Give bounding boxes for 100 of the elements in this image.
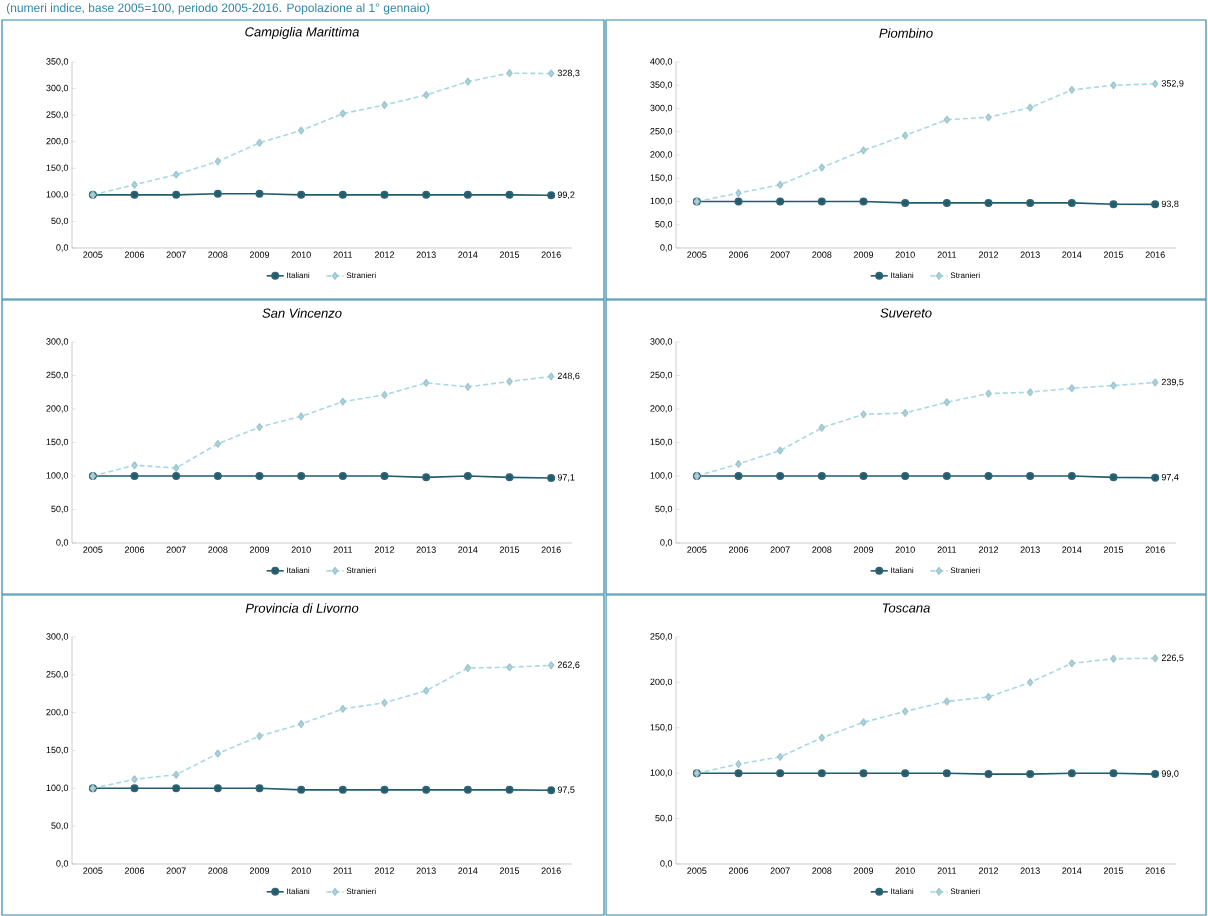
y-tick-label: 50,0 [655,814,673,823]
x-tick-label: 2015 [1103,867,1124,874]
y-tick-label: 250,0 [650,633,673,641]
x-tick-label: 2009 [853,251,874,258]
data-label: 93,8 [1161,200,1179,209]
legend-label: Stranieri [346,888,376,895]
y-tick-label: 100,0 [46,472,69,480]
x-tick-label: 2014 [458,546,478,553]
x-tick-label: 2005 [83,546,103,553]
x-tick-label: 2006 [124,251,145,258]
y-tick-label: 50,0 [51,217,69,226]
x-tick-label: 2016 [1145,867,1165,874]
x-tick-label: 2008 [208,251,228,258]
legend-label: Italiani [891,567,914,574]
y-tick-label: 100,0 [46,191,69,199]
y-tick-label: 300,0 [650,104,673,113]
data-label: 328,3 [557,69,580,78]
x-tick-label: 2012 [978,867,999,874]
x-tick-label: 2010 [291,251,311,258]
data-label: 99,2 [557,191,575,199]
legend-label: Stranieri [950,888,980,895]
data-label: 97,4 [1161,474,1179,482]
x-tick-label: 2010 [895,546,915,553]
x-tick-label: 2014 [458,251,478,258]
y-tick-label: 200,0 [650,151,673,159]
y-tick-label: 200,0 [46,405,69,413]
y-tick-label: 0,0 [660,860,673,868]
x-tick-label: 2014 [458,867,478,874]
legend-label: Italiani [287,567,310,574]
x-tick-label: 2013 [416,251,436,258]
legend-label: Stranieri [346,272,376,279]
x-tick-label: 2012 [978,251,999,258]
x-tick-label: 2015 [1103,251,1124,258]
x-tick-label: 2014 [1062,546,1082,553]
y-tick-label: 300,0 [46,338,69,346]
x-tick-label: 2011 [333,251,353,258]
legend-label: Italiani [891,888,914,895]
y-tick-label: 300,0 [650,338,673,346]
x-tick-label: 2015 [1103,546,1124,553]
data-label: 352,9 [1161,80,1184,88]
x-tick-label: 2014 [1062,867,1082,874]
y-tick-label: 150,0 [46,438,69,447]
y-tick-label: 150,0 [650,438,673,447]
chart-title: Suvereto [880,308,932,318]
x-tick-label: 2008 [208,867,228,874]
x-tick-label: 2013 [1020,867,1040,874]
x-tick-label: 2005 [687,546,707,553]
y-tick-label: 0,0 [56,539,69,547]
data-label: 97,1 [557,474,575,482]
y-tick-label: 50,0 [655,221,673,229]
y-tick-label: 0,0 [660,244,673,252]
y-tick-label: 0,0 [56,244,69,252]
x-tick-label: 2006 [124,867,145,874]
y-tick-label: 400,0 [650,58,673,66]
x-tick-label: 2016 [541,546,561,553]
legend-label: Italiani [287,272,310,279]
y-tick-label: 150,0 [650,174,673,182]
x-tick-label: 2011 [937,867,957,874]
y-tick-label: 150,0 [46,164,69,172]
y-tick-label: 200,0 [650,678,673,687]
x-tick-label: 2006 [728,546,749,553]
data-label: 97,5 [557,786,575,794]
x-tick-label: 2013 [1020,546,1040,553]
chart-subtitle: (numeri indice, base 2005=100, periodo 2005-2016. Popolazione al 1° gennaio) [6,3,430,15]
y-tick-label: 200,0 [46,137,69,146]
x-tick-label: 2010 [291,867,311,874]
x-tick-label: 2012 [374,251,395,258]
x-tick-label: 2008 [208,546,228,553]
data-label: 239,5 [1161,378,1184,387]
x-tick-label: 2010 [895,867,915,874]
y-tick-label: 250,0 [46,371,69,380]
y-tick-label: 200,0 [46,708,69,717]
chart-title: Provincia di Livorno [245,603,359,613]
y-tick-label: 250,0 [46,111,69,119]
x-tick-label: 2013 [1020,251,1040,258]
x-tick-label: 2015 [499,251,520,258]
x-tick-label: 2005 [687,251,707,258]
x-tick-label: 2005 [83,867,103,874]
x-tick-label: 2006 [124,546,145,553]
y-tick-label: 100,0 [650,472,673,480]
y-tick-label: 250,0 [650,128,673,136]
x-tick-label: 2005 [83,251,103,258]
x-tick-label: 2016 [541,251,561,258]
x-tick-label: 2009 [249,867,270,874]
x-tick-label: 2016 [1145,251,1165,258]
data-label: 262,6 [557,661,580,669]
x-tick-label: 2011 [333,867,353,874]
y-tick-label: 50,0 [655,505,673,514]
y-tick-label: 200,0 [650,405,673,413]
data-label: 248,6 [557,372,580,381]
x-tick-label: 2009 [249,251,270,258]
x-tick-label: 2009 [853,546,874,553]
y-tick-label: 300,0 [46,84,69,93]
y-tick-label: 250,0 [46,671,69,679]
y-tick-label: 50,0 [51,822,69,830]
x-tick-label: 2005 [687,867,707,874]
x-tick-label: 2007 [770,251,790,258]
x-tick-label: 2016 [541,867,561,874]
y-tick-label: 350,0 [46,58,69,66]
x-tick-label: 2007 [770,867,790,874]
